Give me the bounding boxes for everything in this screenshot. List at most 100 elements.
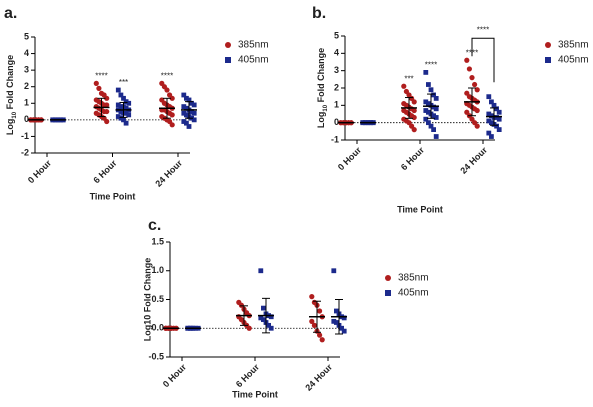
y-tick-label: 5 bbox=[334, 30, 339, 40]
data-point bbox=[104, 108, 110, 115]
data-point bbox=[123, 99, 129, 105]
data-point bbox=[123, 120, 129, 126]
legend-marker bbox=[385, 275, 391, 281]
data-point bbox=[123, 105, 129, 111]
data-point bbox=[261, 317, 266, 323]
significance: *** bbox=[119, 78, 128, 87]
y-tick-label: 1 bbox=[24, 98, 29, 108]
data-point bbox=[474, 123, 480, 129]
data-point bbox=[491, 102, 497, 108]
x-axis-title: Time Point bbox=[397, 204, 443, 214]
data-point bbox=[486, 130, 492, 136]
data-point bbox=[261, 305, 266, 311]
data-point bbox=[186, 97, 192, 103]
data-point bbox=[341, 315, 347, 321]
data-point bbox=[118, 115, 124, 121]
panel-label: b. bbox=[312, 5, 326, 22]
x-tick-label: 6 Hour bbox=[91, 158, 119, 186]
data-point bbox=[431, 127, 436, 132]
data-point bbox=[496, 116, 502, 122]
data-point bbox=[258, 315, 264, 321]
data-point bbox=[246, 325, 252, 331]
data-point bbox=[115, 102, 121, 108]
data-point bbox=[268, 314, 274, 320]
legend-marker bbox=[225, 57, 231, 63]
data-point bbox=[433, 96, 439, 101]
y-tick-label: -0.5 bbox=[148, 351, 164, 361]
x-tick-label: 24 Hour bbox=[458, 145, 489, 176]
data-point bbox=[472, 81, 478, 88]
data-point bbox=[464, 57, 470, 63]
data-point bbox=[469, 75, 475, 81]
y-tick-label: 0 bbox=[24, 114, 29, 124]
data-point bbox=[489, 99, 494, 105]
data-point bbox=[423, 116, 429, 122]
data-point bbox=[118, 92, 124, 98]
x-tick-label: 0 Hour bbox=[161, 362, 189, 390]
data-point bbox=[486, 111, 492, 117]
data-point bbox=[115, 114, 121, 119]
data-point bbox=[104, 102, 110, 108]
data-point bbox=[189, 109, 194, 114]
data-point bbox=[189, 100, 194, 106]
panel-label: a. bbox=[4, 5, 17, 22]
data-point bbox=[428, 87, 434, 93]
x-tick-label: 24 Hour bbox=[303, 362, 334, 393]
data-point bbox=[181, 110, 187, 116]
data-point bbox=[238, 302, 244, 308]
data-point bbox=[334, 308, 339, 314]
data-point bbox=[118, 109, 124, 114]
data-point bbox=[339, 325, 344, 331]
data-point bbox=[181, 119, 187, 124]
y-tick-label: 1 bbox=[334, 100, 339, 110]
data-point bbox=[411, 127, 417, 133]
y-tick-label: 4 bbox=[24, 48, 29, 58]
data-point bbox=[96, 85, 102, 91]
data-point bbox=[423, 70, 429, 75]
significance: **** bbox=[425, 61, 437, 70]
y-axis-label: Log10 Fold Change bbox=[142, 258, 152, 342]
data-point bbox=[311, 322, 317, 328]
y-tick-label: -1 bbox=[21, 131, 29, 141]
data-point bbox=[191, 117, 197, 123]
y-label-sub: 10 bbox=[323, 104, 329, 111]
legend-marker bbox=[385, 290, 391, 296]
data-point bbox=[331, 318, 337, 324]
data-point bbox=[309, 294, 315, 300]
y-axis-label: Log10 Fold Change bbox=[316, 48, 328, 128]
data-point bbox=[169, 122, 175, 128]
data-point bbox=[309, 318, 315, 324]
data-point bbox=[486, 94, 492, 100]
comparison-label: **** bbox=[477, 25, 489, 34]
legend-marker bbox=[545, 42, 551, 48]
data-point bbox=[268, 325, 274, 331]
data-point bbox=[466, 66, 472, 72]
legend-label: 405nm bbox=[558, 55, 589, 66]
data-point bbox=[266, 322, 271, 328]
data-point bbox=[496, 127, 502, 132]
y-tick-label: 4 bbox=[334, 48, 339, 58]
y-tick-label: -1 bbox=[331, 134, 339, 144]
data-point bbox=[334, 320, 339, 325]
data-point bbox=[126, 112, 132, 118]
panel-label: c. bbox=[148, 217, 161, 234]
data-point bbox=[181, 92, 187, 98]
significance: **** bbox=[95, 72, 107, 81]
y-tick-label: 1.0 bbox=[151, 265, 164, 275]
legend-label: 405nm bbox=[238, 55, 269, 66]
significance: **** bbox=[161, 72, 173, 81]
data-point bbox=[126, 100, 132, 106]
comparison-bracket bbox=[471, 37, 495, 83]
y-label-sub: 10 bbox=[12, 111, 18, 118]
x-axis-title: Time Point bbox=[232, 389, 278, 399]
data-point bbox=[433, 106, 439, 112]
data-point bbox=[426, 109, 431, 115]
data-point bbox=[431, 92, 436, 98]
data-point bbox=[191, 102, 197, 108]
data-point bbox=[423, 99, 429, 105]
x-tick-label: 6 Hour bbox=[234, 362, 262, 390]
data-point bbox=[401, 83, 407, 89]
y-tick-label: 5 bbox=[24, 31, 29, 41]
data-point bbox=[121, 95, 126, 101]
